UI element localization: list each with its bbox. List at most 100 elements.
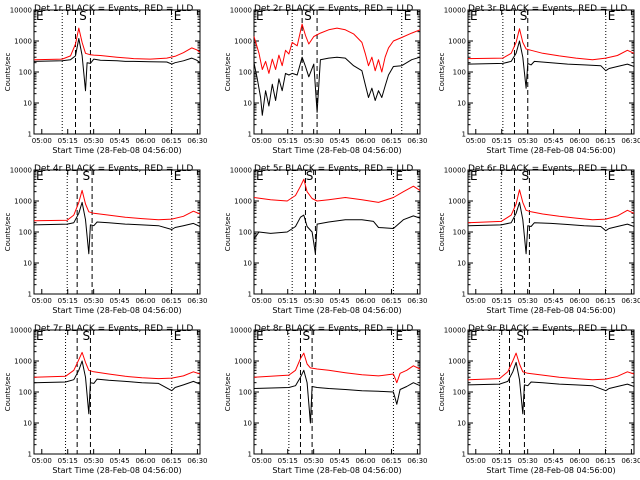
interval-marker: S bbox=[520, 9, 528, 23]
x-tick-label: 06:30 bbox=[187, 297, 207, 305]
x-tick-label: 05:30 bbox=[304, 297, 324, 305]
x-tick-label: 06:30 bbox=[407, 457, 427, 465]
x-axis-label: Start Time (28-Feb-08 04:56:00) bbox=[272, 466, 401, 475]
x-tick-label: 05:30 bbox=[304, 457, 324, 465]
y-tick-label: 1000 bbox=[448, 358, 466, 366]
x-axis-label: Start Time (28-Feb-08 04:56:00) bbox=[52, 146, 181, 155]
x-tick-label: 05:15 bbox=[58, 457, 78, 465]
y-tick-label: 10 bbox=[23, 420, 32, 428]
y-tick-label: 10 bbox=[457, 420, 466, 428]
x-tick-label: 05:45 bbox=[110, 137, 130, 145]
series-line-lld bbox=[33, 351, 201, 380]
x-tick-label: 05:45 bbox=[110, 457, 130, 465]
chart-title: Det 8r BLACK = Events, RED = LLD bbox=[254, 324, 413, 334]
plot-frame bbox=[33, 329, 201, 455]
x-tick-label: 06:00 bbox=[355, 137, 375, 145]
interval-marker: E bbox=[608, 169, 616, 183]
x-tick-label: 05:15 bbox=[492, 457, 512, 465]
y-axis-label: Counts/sec bbox=[4, 213, 12, 252]
y-tick-label: 1000 bbox=[448, 198, 466, 206]
x-tick-label: 05:00 bbox=[32, 297, 52, 305]
x-tick-label: 05:30 bbox=[518, 457, 538, 465]
x-tick-label: 05:45 bbox=[330, 297, 350, 305]
x-axis-label: Start Time (28-Feb-08 04:56:00) bbox=[272, 306, 401, 315]
chart-title: Det 9r BLACK = Events, RED = LLD bbox=[468, 324, 627, 334]
plot-frame bbox=[33, 9, 201, 135]
chart-title: Det 2r BLACK = Events, RED = LLD bbox=[254, 4, 413, 14]
y-tick-label: 100 bbox=[453, 229, 466, 237]
interval-marker: E bbox=[174, 9, 182, 23]
plot-frame bbox=[467, 9, 635, 135]
y-tick-label: 1000 bbox=[234, 38, 252, 46]
series-line-lld bbox=[467, 28, 635, 61]
x-tick-label: 06:00 bbox=[569, 297, 589, 305]
y-tick-label: 10000 bbox=[444, 327, 466, 335]
series-line-events bbox=[253, 369, 421, 424]
series-line-events bbox=[33, 360, 201, 415]
x-tick-label: 06:15 bbox=[595, 297, 615, 305]
interval-marker: E bbox=[174, 169, 182, 183]
x-tick-label: 06:15 bbox=[161, 457, 181, 465]
y-tick-label: 10 bbox=[457, 100, 466, 108]
x-tick-label: 05:00 bbox=[466, 297, 486, 305]
y-axis-label: Counts/sec bbox=[438, 373, 446, 412]
x-tick-label: 06:00 bbox=[355, 297, 375, 305]
series-line-events bbox=[467, 40, 635, 89]
interval-marker: E bbox=[404, 9, 412, 23]
x-tick-label: 05:45 bbox=[110, 297, 130, 305]
x-tick-label: 05:00 bbox=[32, 137, 52, 145]
y-tick-label: 100 bbox=[19, 229, 32, 237]
chart-title: Det 3r BLACK = Events, RED = LLD bbox=[468, 4, 627, 14]
x-axis-label: Start Time (28-Feb-08 04:56:00) bbox=[52, 466, 181, 475]
y-tick-label: 1 bbox=[28, 291, 32, 299]
y-tick-label: 1 bbox=[462, 451, 466, 459]
series-line-lld bbox=[33, 189, 201, 222]
y-tick-label: 100 bbox=[19, 389, 32, 397]
interval-marker: E bbox=[395, 329, 403, 343]
x-tick-label: 05:45 bbox=[330, 457, 350, 465]
x-tick-label: 06:00 bbox=[135, 457, 155, 465]
x-tick-label: 06:15 bbox=[381, 137, 401, 145]
x-tick-label: 06:15 bbox=[381, 457, 401, 465]
y-tick-label: 1 bbox=[248, 451, 252, 459]
y-tick-label: 10000 bbox=[444, 7, 466, 15]
y-tick-label: 1 bbox=[462, 291, 466, 299]
y-axis-label: Counts/sec bbox=[438, 213, 446, 252]
x-tick-label: 05:15 bbox=[278, 137, 298, 145]
x-tick-label: 06:30 bbox=[621, 457, 640, 465]
y-tick-label: 10000 bbox=[10, 167, 32, 175]
series-line-events bbox=[253, 214, 421, 255]
x-tick-label: 06:15 bbox=[161, 297, 181, 305]
x-tick-label: 06:30 bbox=[187, 457, 207, 465]
interval-marker: S bbox=[521, 169, 529, 183]
interval-marker: E bbox=[608, 9, 616, 23]
interval-marker: S bbox=[82, 329, 90, 343]
interval-marker: S bbox=[79, 9, 87, 23]
y-tick-label: 1 bbox=[248, 131, 252, 139]
chart-title: Det 7r BLACK = Events, RED = LLD bbox=[34, 324, 193, 334]
x-tick-label: 05:30 bbox=[518, 137, 538, 145]
x-axis-label: Start Time (28-Feb-08 04:56:00) bbox=[486, 466, 615, 475]
chart-panel-1r: Det 1r BLACK = Events, RED = LLD 1 10 100 10… bbox=[4, 4, 208, 155]
y-tick-label: 100 bbox=[19, 69, 32, 77]
x-tick-label: 05:15 bbox=[492, 297, 512, 305]
chart-panel-8r: Det 8r BLACK = Events, RED = LLD 1 10 100 10… bbox=[224, 324, 428, 475]
x-tick-label: 05:30 bbox=[84, 137, 104, 145]
y-axis-label: Counts/sec bbox=[224, 213, 232, 252]
chart-panel-7r: Det 7r BLACK = Events, RED = LLD 1 10 100 10… bbox=[4, 324, 208, 475]
interval-marker: E bbox=[256, 169, 264, 183]
chart-title: Det 5r BLACK = Events, RED = LLD bbox=[254, 164, 413, 174]
series-line-events bbox=[467, 361, 635, 415]
x-tick-label: 05:15 bbox=[58, 297, 78, 305]
x-tick-label: 05:45 bbox=[544, 457, 564, 465]
x-tick-label: 06:15 bbox=[595, 137, 615, 145]
x-tick-label: 06:30 bbox=[407, 137, 427, 145]
plot-frame bbox=[253, 169, 421, 295]
interval-marker: S bbox=[516, 329, 524, 343]
x-tick-label: 06:00 bbox=[569, 457, 589, 465]
x-tick-label: 05:30 bbox=[518, 297, 538, 305]
y-tick-label: 10 bbox=[457, 260, 466, 268]
chart-panel-4r: Det 4r BLACK = Events, RED = LLD 1 10 100 10… bbox=[4, 164, 208, 315]
plot-frame bbox=[253, 329, 421, 455]
chart-panel-9r: Det 9r BLACK = Events, RED = LLD 1 10 100 10… bbox=[438, 324, 640, 475]
